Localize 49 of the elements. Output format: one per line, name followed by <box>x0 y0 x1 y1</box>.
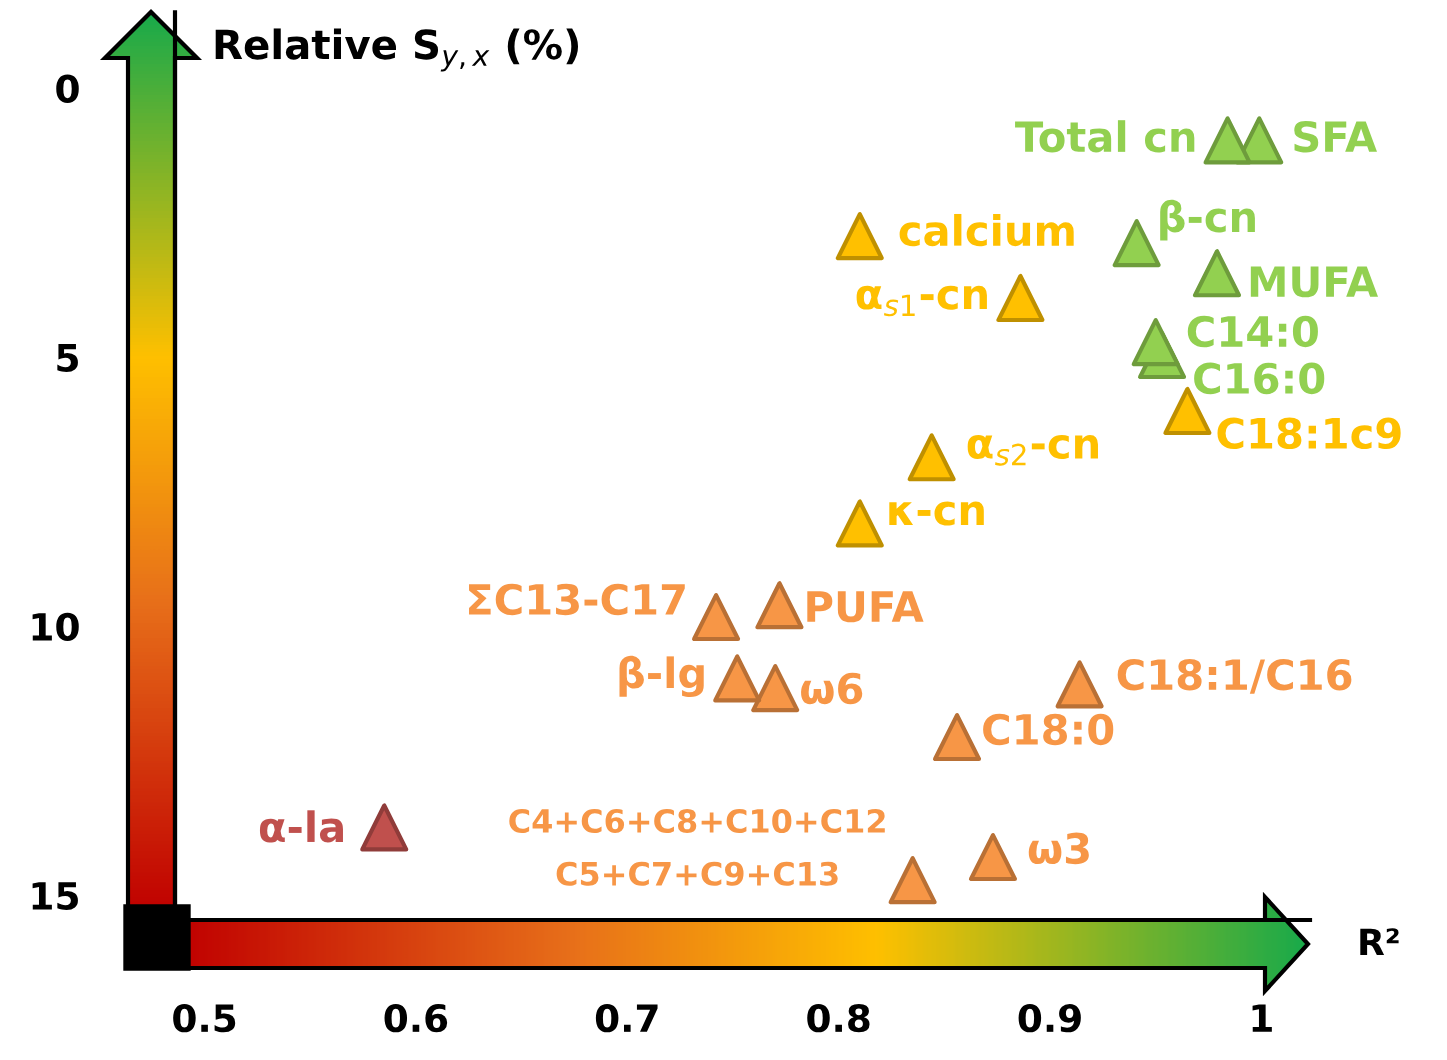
point <box>835 499 884 548</box>
point <box>751 664 800 713</box>
point <box>907 433 956 482</box>
series-label: α-la <box>259 810 343 843</box>
y-tick-label: 15 <box>32 882 78 911</box>
point <box>1055 660 1104 709</box>
x-tick-label: 0.6 <box>384 1004 448 1033</box>
series-label: SFA <box>1294 120 1377 153</box>
point <box>1203 116 1252 165</box>
point <box>1131 318 1180 367</box>
point <box>888 856 937 905</box>
series-label: ω3 <box>1028 832 1089 865</box>
series-label: C4+C6+C8+C10+C12 C5+C7+C9+C13 <box>509 808 885 886</box>
series-label: C14:0 <box>1187 315 1318 348</box>
series-label: Total cn <box>1015 120 1195 153</box>
x-axis-title: R² <box>1360 928 1399 955</box>
point <box>692 593 741 642</box>
point <box>1112 219 1161 268</box>
point <box>996 273 1045 323</box>
series-label: C18:1/C16 <box>1117 658 1352 694</box>
x-tick-label: 0.5 <box>173 1004 236 1033</box>
series-label: κ-cn <box>889 501 984 526</box>
point <box>968 833 1018 882</box>
series-label: C18:1c9 <box>1217 417 1401 450</box>
point <box>932 713 982 762</box>
point <box>713 654 762 703</box>
series-label: MUFA <box>1250 266 1379 298</box>
x-tick-label: 0.9 <box>1018 1004 1081 1033</box>
y-tick-label: 10 <box>32 612 79 641</box>
series-label: ω6 <box>801 672 863 705</box>
point <box>755 581 804 630</box>
series-label: α$_{s2}$-cn <box>967 435 1098 466</box>
point <box>1192 249 1242 298</box>
x-tick-label: 0.8 <box>807 1004 870 1033</box>
series-label: α$_{s1}$-cn <box>856 285 987 317</box>
series-label: β-cn <box>1160 199 1255 241</box>
series-label: C16:0 <box>1194 362 1325 395</box>
series-label: C18:0 <box>983 713 1114 746</box>
series-label: β-lg <box>619 655 704 698</box>
y-axis-title: Relative S$_{y,x}$ (%) <box>215 28 579 72</box>
series-label: ΣC13-C17 <box>469 583 685 616</box>
point <box>360 803 409 852</box>
x-tick-label: 1 <box>1252 1004 1272 1032</box>
series-label: PUFA <box>807 591 924 623</box>
point <box>835 212 884 261</box>
y-tick-label: 0 <box>56 74 79 103</box>
x-tick-label: 0.7 <box>595 1004 658 1033</box>
series-label: calcium <box>899 213 1074 247</box>
y-tick-label: 5 <box>57 344 78 372</box>
